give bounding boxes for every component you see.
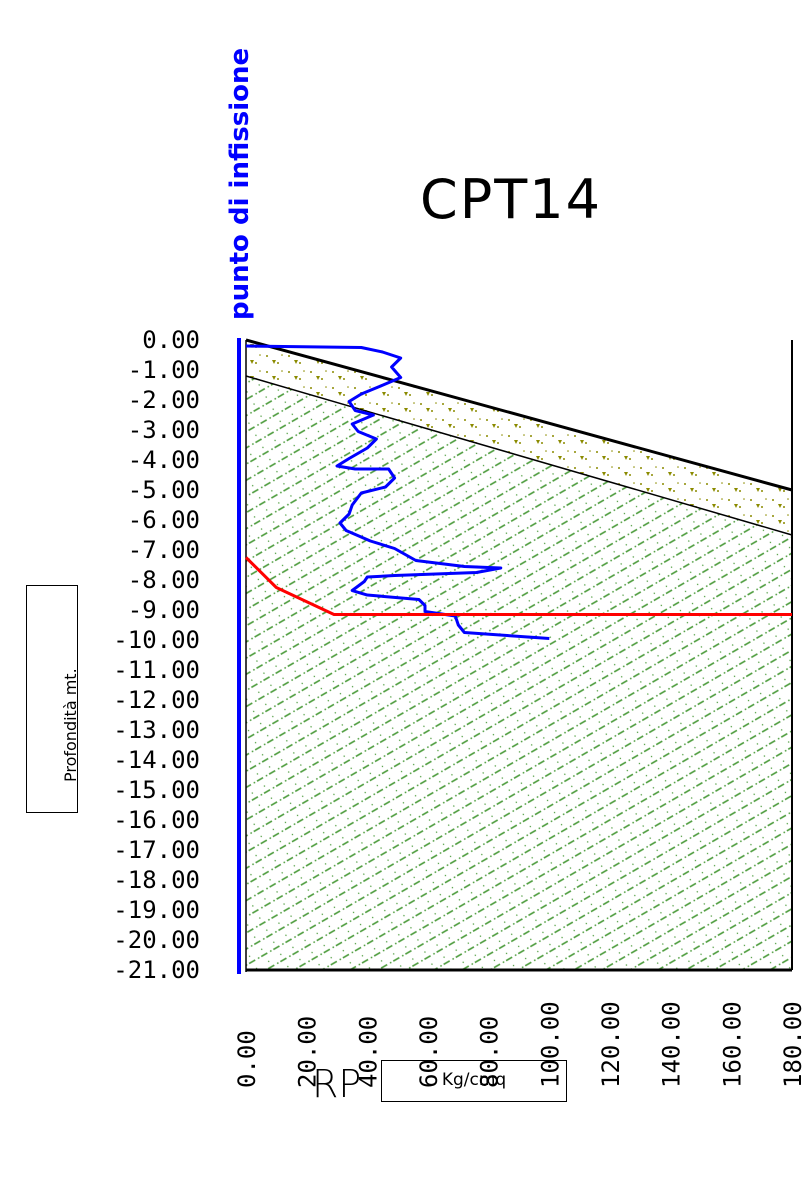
- y-axis-label-box: Profondità mt.: [26, 585, 80, 813]
- y-tick-label: -18.00: [113, 866, 200, 894]
- x-tick-label: 40.00: [354, 1016, 382, 1088]
- y-tick-label: -13.00: [113, 716, 200, 744]
- soil-layers: [245, 338, 793, 970]
- y-tick-label: -6.00: [128, 506, 200, 534]
- y-tick-label: -20.00: [113, 926, 200, 954]
- y-tick-label: -14.00: [113, 746, 200, 774]
- x-tick-label: 100.00: [536, 1001, 564, 1088]
- y-tick-label: -21.00: [113, 956, 200, 984]
- unit-box: Kg/cmq: [381, 1060, 567, 1102]
- y-tick-label: -16.00: [113, 806, 200, 834]
- sand-layer: [246, 340, 792, 535]
- axes: [237, 338, 793, 974]
- y-tick-label: -17.00: [113, 836, 200, 864]
- y-tick-label: -7.00: [128, 536, 200, 564]
- y-tick-label: -19.00: [113, 896, 200, 924]
- rp-resistance-line: [245, 344, 550, 640]
- x-tick-label: 80.00: [476, 1016, 504, 1088]
- origin-label: punto di infissione: [225, 20, 255, 320]
- x-axis-label: RP: [312, 1062, 362, 1106]
- x-tick-label: 180.00: [779, 1001, 807, 1088]
- y-tick-label: -1.00: [128, 356, 200, 384]
- y-tick-label: -3.00: [128, 416, 200, 444]
- y-tick-label: -5.00: [128, 476, 200, 504]
- clay-layer: [246, 376, 792, 970]
- y-tick-labels: 0.00-1.00-2.00-3.00-4.00-5.00-6.00-7.00-…: [113, 326, 200, 984]
- y-tick-label: -8.00: [128, 566, 200, 594]
- x-tick-label: 20.00: [294, 1016, 322, 1088]
- ground-surface-line: [245, 338, 793, 492]
- red-threshold-line: [244, 556, 792, 616]
- layer-boundary-line: [245, 375, 793, 536]
- x-tick-label: 120.00: [597, 1001, 625, 1088]
- origin-label-text: punto di infissione: [225, 47, 255, 320]
- y-tick-label: -12.00: [113, 686, 200, 714]
- chart-title: CPT14: [420, 168, 602, 231]
- x-tick-label: 160.00: [718, 1001, 746, 1088]
- y-tick-label: 0.00: [142, 326, 200, 354]
- y-tick-label: -10.00: [113, 626, 200, 654]
- y-axis-label: Profondità mt.: [61, 668, 80, 782]
- x-tick-label: 0.00: [233, 1030, 261, 1088]
- x-tick-label: 60.00: [415, 1016, 443, 1088]
- x-tick-label: 140.00: [658, 1001, 686, 1088]
- y-tick-label: -4.00: [128, 446, 200, 474]
- x-tick-labels: 0.00 20.00 40.00 60.00 80.00 100.00 120.00 140.…: [233, 1001, 807, 1088]
- y-tick-label: -2.00: [128, 386, 200, 414]
- series-lines: [244, 344, 792, 640]
- unit-label: Kg/cmq: [441, 1070, 507, 1090]
- y-tick-label: -9.00: [128, 596, 200, 624]
- y-tick-label: -15.00: [113, 776, 200, 804]
- y-tick-label: -11.00: [113, 656, 200, 684]
